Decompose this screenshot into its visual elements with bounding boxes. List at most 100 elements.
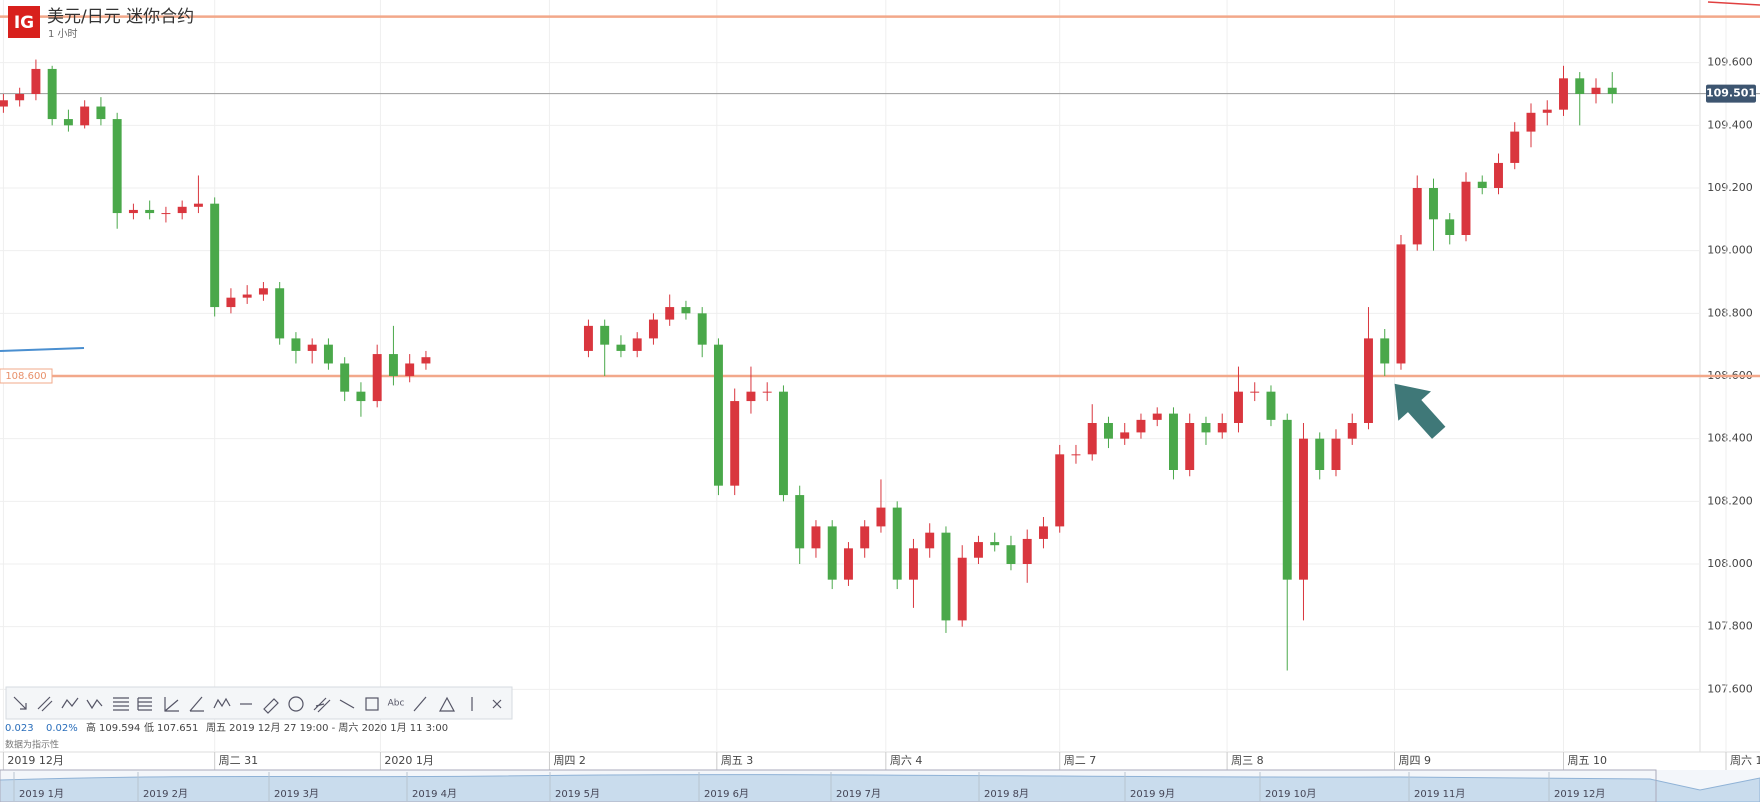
tool-close[interactable] <box>492 699 502 709</box>
candle-body <box>242 294 252 298</box>
candle-body <box>177 206 187 214</box>
navigator-label: 2019 3月 <box>274 788 319 800</box>
x-tick-label: 周五 10 <box>1567 754 1607 767</box>
candle-body <box>63 119 73 126</box>
navigator: 2019 1月 2019 2月 2019 3月 2019 4月 2019 5月 2019 … <box>0 769 1760 802</box>
candle-body <box>1104 423 1113 439</box>
candle-body <box>421 357 431 364</box>
candle-body <box>258 288 268 295</box>
tool-icon[interactable] <box>61 697 79 709</box>
candle-body <box>1575 78 1585 94</box>
navigator-area <box>0 774 1760 802</box>
tool-text[interactable]: Abc <box>388 699 405 709</box>
candle-body <box>957 557 967 621</box>
tool-icon[interactable] <box>37 696 53 712</box>
candle-body <box>908 548 918 580</box>
candle-body <box>860 526 870 549</box>
tool-icon[interactable] <box>438 696 456 712</box>
arrow-shape <box>1394 383 1446 439</box>
candle-body <box>1071 454 1081 456</box>
tool-icon[interactable] <box>313 697 331 713</box>
candle-body <box>1380 338 1390 364</box>
candle-body <box>1494 162 1503 188</box>
candle-body <box>681 307 691 314</box>
candle-body <box>1185 423 1195 470</box>
candle-body <box>892 507 902 580</box>
candle-body <box>762 391 772 393</box>
note: 数据为指示性 <box>5 739 59 751</box>
tool-icon[interactable] <box>164 697 179 712</box>
candle-body <box>1120 432 1130 439</box>
candle-body <box>356 391 366 402</box>
tool-icon[interactable] <box>288 696 304 712</box>
candle-body <box>973 542 983 558</box>
candle-body <box>746 391 756 402</box>
tool-icon[interactable] <box>263 698 279 714</box>
navigator-label: 2019 1月 <box>19 788 64 800</box>
tool-icon[interactable] <box>13 696 27 710</box>
candle-body <box>1266 391 1276 420</box>
candle-body <box>778 391 788 496</box>
x-tick-label: 周二 7 <box>1064 754 1097 767</box>
candle-body <box>1429 188 1438 220</box>
candle-body <box>145 209 155 214</box>
navigator-label: 2019 7月 <box>836 788 881 800</box>
toolbar: Abc <box>5 686 513 720</box>
tool-icon[interactable] <box>365 697 379 711</box>
candle-body <box>811 526 821 549</box>
candle-body <box>941 532 951 621</box>
candle-body <box>0 100 8 107</box>
candle-body <box>1461 181 1471 235</box>
candle-body <box>388 354 398 376</box>
candle-body <box>31 68 41 94</box>
navigator-label: 2019 8月 <box>984 788 1029 800</box>
tool-icon[interactable] <box>413 696 427 712</box>
candle-body <box>665 307 675 320</box>
x-tick-label: 周三 8 <box>1231 754 1264 767</box>
candle-body <box>1347 423 1357 439</box>
change-pct: 0.02% <box>46 723 78 734</box>
change: 0.023 <box>5 723 34 734</box>
candle-body <box>80 106 90 126</box>
y-tick-label: 107.600 <box>1707 682 1753 695</box>
y-tick-label: 109.200 <box>1707 181 1753 194</box>
toolbar-box <box>5 686 513 720</box>
candle-body <box>340 363 350 392</box>
tool-icon[interactable] <box>339 699 355 709</box>
candle-body <box>1250 391 1260 393</box>
low: 107.651 <box>157 723 198 734</box>
price-label: 109.501 <box>1706 87 1756 100</box>
level-label: 108.600 <box>5 371 46 382</box>
y-tick-label: 108.000 <box>1707 557 1753 570</box>
navigator-window[interactable] <box>0 769 1657 802</box>
candle-body <box>713 344 723 486</box>
candle-body <box>1526 112 1536 132</box>
x-tick-label: 周四 2 <box>553 754 586 767</box>
level-label-box <box>0 368 53 384</box>
candle-body <box>210 203 220 308</box>
logo-text: IG <box>14 13 34 33</box>
x-tick-label: 2020 1月 <box>384 754 434 767</box>
candles <box>0 15 1760 671</box>
x-tick-label: 周六 11 <box>1730 754 1760 767</box>
candle-body <box>1006 545 1016 564</box>
candle-body <box>1217 423 1227 433</box>
tool-icon[interactable] <box>213 697 231 709</box>
y-tick-label: 108.800 <box>1707 306 1753 319</box>
tool-icon[interactable] <box>113 697 129 711</box>
candle-body <box>1136 419 1146 433</box>
tool-icon[interactable] <box>137 697 152 711</box>
tool-icon[interactable] <box>86 698 103 710</box>
navigator-label: 2019 9月 <box>1130 788 1175 800</box>
candle-body <box>827 526 837 580</box>
candle-body <box>925 532 935 549</box>
tool-icon[interactable] <box>189 696 204 712</box>
candle-body <box>1591 87 1601 94</box>
candle-body <box>307 344 317 351</box>
y-tick-label: 108.400 <box>1707 432 1753 445</box>
navigator-label: 2019 12月 <box>1554 788 1605 800</box>
candle-body <box>1201 423 1211 433</box>
candle-body <box>1412 188 1422 245</box>
candle-body <box>583 325 593 351</box>
